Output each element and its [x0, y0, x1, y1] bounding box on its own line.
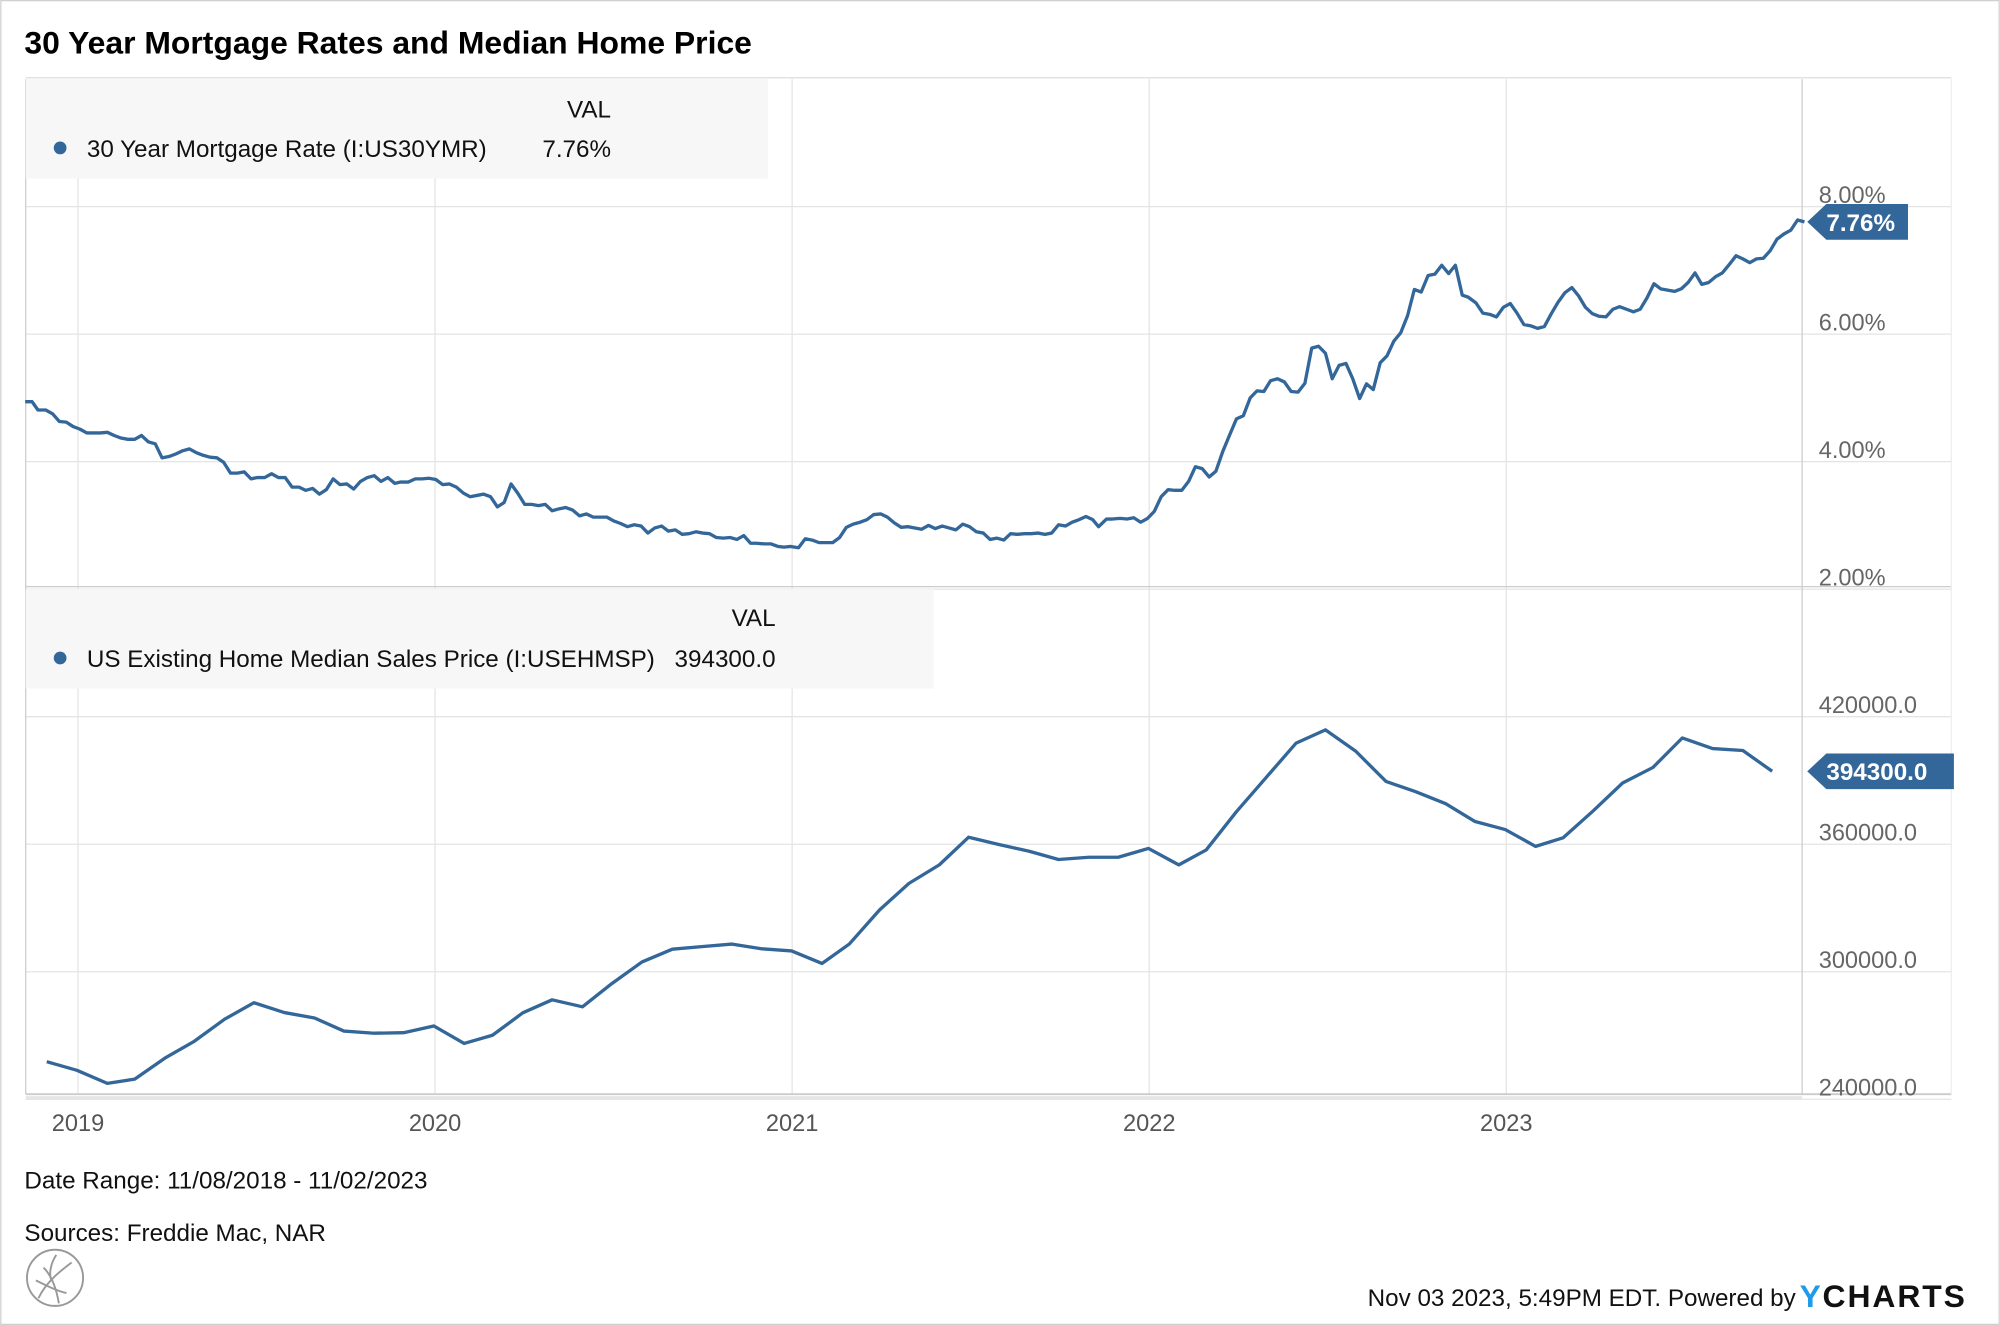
ycharts-logo-text: CHARTS — [1823, 1278, 1967, 1314]
x-tick-label: 2021 — [766, 1110, 818, 1136]
y-tick-label: 300000.0 — [1819, 947, 1917, 973]
y-tick-label: 420000.0 — [1819, 692, 1917, 718]
ycharts-logo-y: Y — [1800, 1278, 1821, 1314]
legend-top-dot — [53, 141, 67, 155]
y-axis-bottom: 240000.0 300000.0 360000.0 420000.0 — [1819, 692, 1917, 1101]
date-range: Date Range: 11/08/2018 - 11/02/2023 — [24, 1168, 427, 1195]
legend-bottom-series-name[interactable]: US Existing Home Median Sales Price (I:U… — [87, 646, 655, 673]
legend-bottom: VAL US Existing Home Median Sales Price … — [25, 589, 934, 689]
legend-top-header: VAL — [567, 96, 611, 123]
brand-emblem-icon — [26, 1248, 85, 1307]
y-axis-top: 2.00% 4.00% 6.00% 8.00% — [1819, 182, 1886, 591]
gridlines — [25, 77, 1952, 1100]
x-tick-label: 2019 — [52, 1110, 104, 1136]
mortgage-rate-line — [25, 218, 1805, 550]
sources: Sources: Freddie Mac, NAR — [24, 1220, 326, 1247]
legend-bottom-bg — [25, 589, 934, 689]
mortgage-rate-value-flag: 7.76% — [1807, 204, 1908, 240]
home-price-line — [46, 728, 1774, 1085]
timestamp: Nov 03 2023, 5:49PM EDT. Powered by — [1368, 1285, 1797, 1312]
flag-value: 7.76% — [1826, 210, 1895, 237]
legend-top: VAL 30 Year Mortgage Rate (I:US30YMR) 7.… — [25, 79, 768, 179]
legend-top-series-value: 7.76% — [542, 136, 611, 163]
y-tick-label: 2.00% — [1819, 564, 1886, 590]
legend-top-bg — [25, 79, 768, 179]
x-tick-label: 2022 — [1123, 1110, 1175, 1136]
flag-shape — [1807, 204, 1908, 240]
flag-value: 394300.0 — [1826, 759, 1927, 786]
y-tick-label: 360000.0 — [1819, 819, 1917, 845]
ycharts-logo[interactable]: Y CHARTS — [1800, 1278, 1967, 1314]
legend-bottom-header: VAL — [732, 605, 776, 632]
y-tick-label: 4.00% — [1819, 437, 1886, 463]
x-tick-label: 2020 — [409, 1110, 461, 1136]
chart-title: 30 Year Mortgage Rates and Median Home P… — [24, 25, 752, 61]
x-axis: 2019 2020 2021 2022 2023 — [52, 1110, 1533, 1136]
y-tick-label: 240000.0 — [1819, 1074, 1917, 1100]
legend-bottom-series-value: 394300.0 — [675, 646, 776, 673]
y-tick-label: 8.00% — [1819, 182, 1886, 208]
x-tick-label: 2023 — [1480, 1110, 1532, 1136]
y-tick-label: 6.00% — [1819, 309, 1886, 335]
flag-shape — [1807, 753, 1954, 790]
home-price-value-flag: 394300.0 — [1807, 753, 1954, 790]
legend-top-series-name[interactable]: 30 Year Mortgage Rate (I:US30YMR) — [87, 136, 487, 163]
legend-bottom-dot — [53, 651, 67, 665]
